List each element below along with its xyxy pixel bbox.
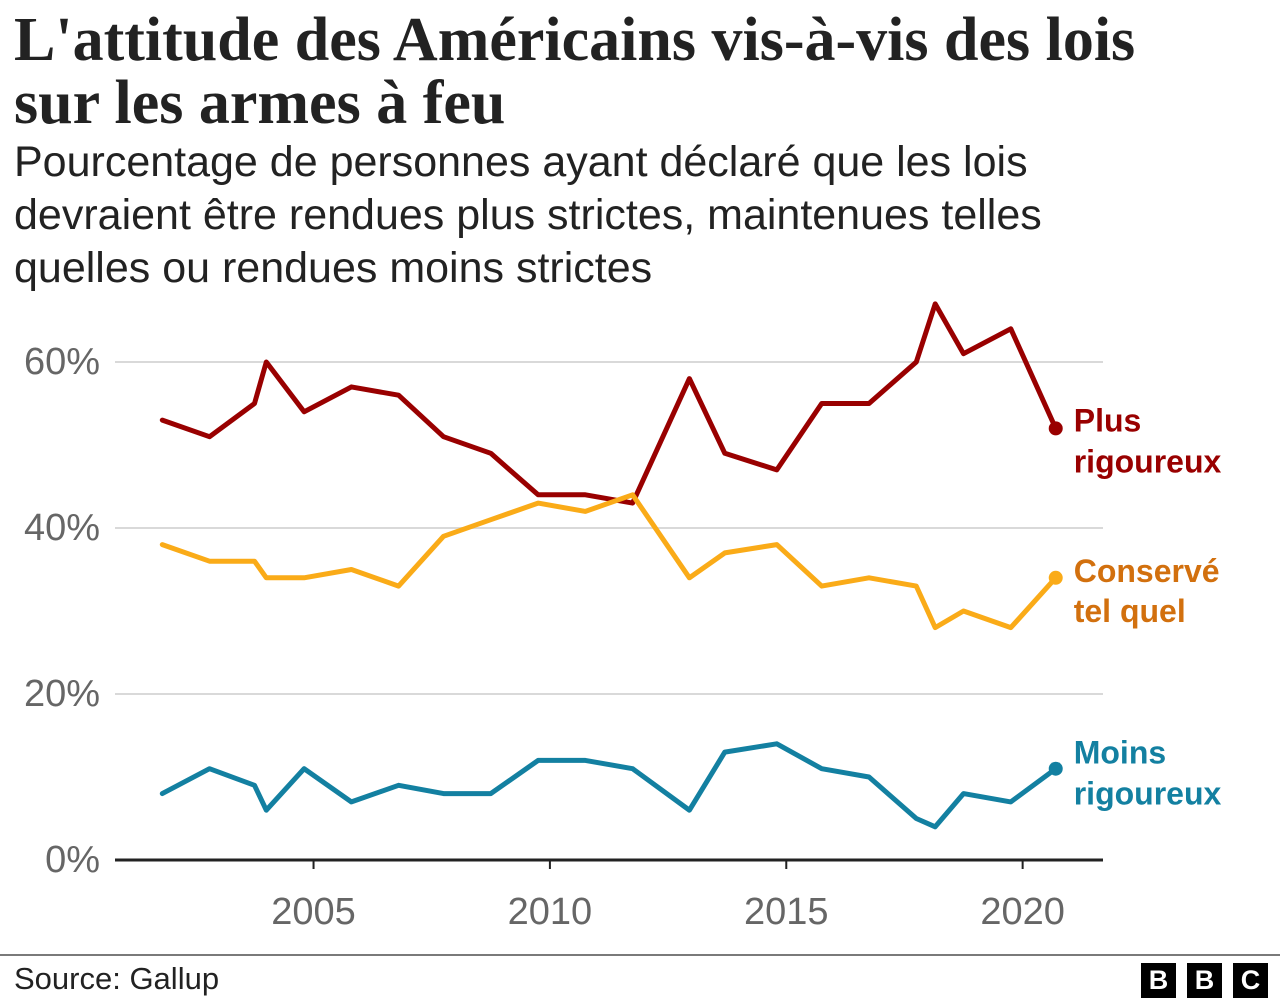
series-label-plus-rigoureux-line-1: Plus bbox=[1074, 402, 1142, 438]
chart-title: L'attitude des Américains vis-à-vis des … bbox=[14, 9, 1135, 135]
source-note: Source: Gallup bbox=[14, 961, 220, 996]
series-end-dot-moins-rigoureux bbox=[1048, 761, 1063, 776]
line-chart: 0% 20% 40% 60% 2005 2010 2015 2020 Plus rigoureux… bbox=[24, 301, 1222, 933]
chart-subtitle-line-2: devraient être rendues plus strictes, ma… bbox=[14, 191, 1042, 239]
chart-subtitle: Pourcentage de personnes ayant déclaré q… bbox=[14, 136, 1042, 295]
series-line-moins-rigoureux bbox=[159, 741, 1059, 830]
bbc-logo-block-c: C bbox=[1233, 963, 1268, 998]
x-tick-label-2005: 2005 bbox=[271, 891, 356, 933]
series-label-conserve-tel-quel-line-1: Conservé bbox=[1074, 553, 1220, 589]
series-label-conserve-tel-quel-line-2: tel quel bbox=[1074, 593, 1186, 629]
chart-title-line-1: L'attitude des Américains vis-à-vis des … bbox=[14, 6, 1136, 74]
x-tick-label-2015: 2015 bbox=[744, 891, 829, 933]
series-end-dot-plus-rigoureux bbox=[1048, 421, 1063, 436]
y-tick-label-60: 60% bbox=[24, 341, 100, 383]
series-label-moins-rigoureux-line-2: rigoureux bbox=[1074, 776, 1222, 812]
x-tick-label-2010: 2010 bbox=[508, 891, 593, 933]
series-line-plus-rigoureux bbox=[159, 301, 1059, 506]
bbc-logo-block-b2: B bbox=[1187, 963, 1222, 998]
chart-subtitle-line-1: Pourcentage de personnes ayant déclaré q… bbox=[14, 138, 1028, 186]
series-end-dot-conserve-tel-quel bbox=[1048, 570, 1063, 585]
series-label-moins-rigoureux-line-1: Moins bbox=[1074, 735, 1166, 771]
chart-subtitle-line-3: quelles ou rendues moins strictes bbox=[14, 244, 653, 292]
series-label-plus-rigoureux-line-2: rigoureux bbox=[1074, 443, 1222, 479]
chart-title-line-2: sur les armes à feu bbox=[14, 69, 506, 137]
x-tick-label-2020: 2020 bbox=[980, 891, 1065, 933]
bbc-logo-block-b1: B bbox=[1141, 963, 1176, 998]
y-tick-label-20: 20% bbox=[24, 673, 100, 715]
y-tick-label-40: 40% bbox=[24, 507, 100, 549]
footer-divider bbox=[0, 954, 1280, 956]
bbc-logo: B B C bbox=[1141, 963, 1268, 998]
series-line-conserve-tel-quel bbox=[159, 492, 1059, 631]
y-tick-label-0: 0% bbox=[45, 839, 100, 881]
